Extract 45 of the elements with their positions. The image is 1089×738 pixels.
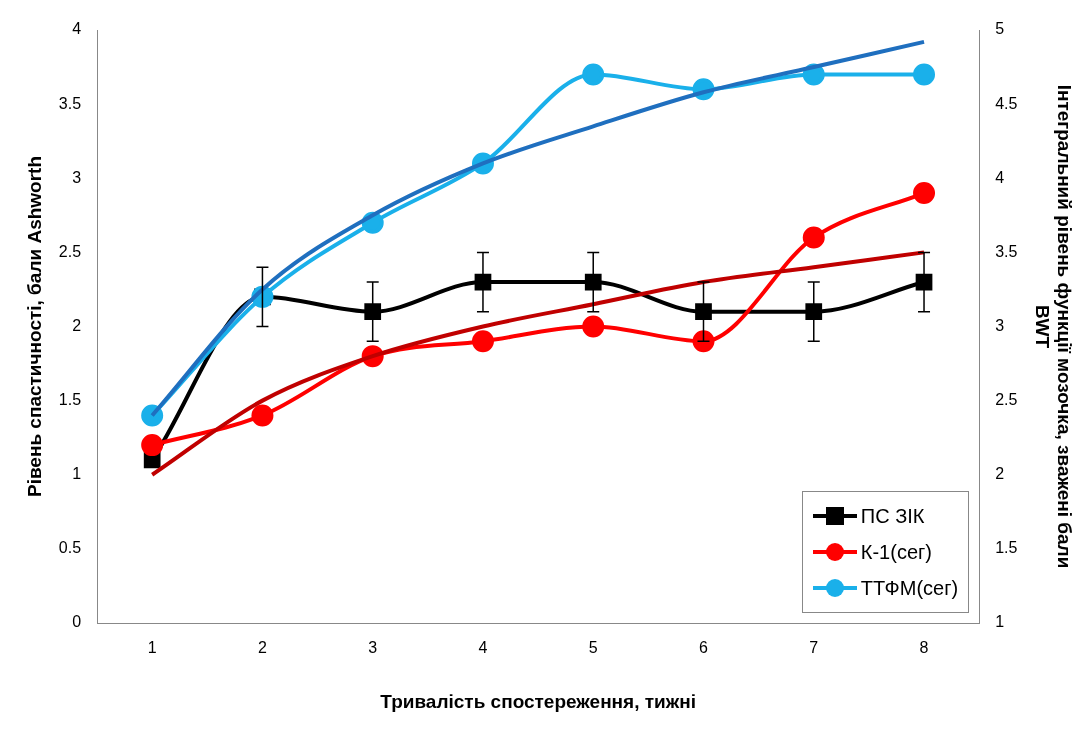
y2-tick-label: 3.5 (995, 242, 1018, 260)
x-tick-label: 1 (147, 639, 157, 657)
x-tick-label: 8 (919, 639, 929, 657)
y-tick-label: 2.5 (58, 242, 82, 260)
x-tick-label: 3 (368, 639, 378, 657)
y2-tick-label: 4 (995, 168, 1005, 186)
y2-tick-label: 1.5 (995, 539, 1018, 557)
y-tick-label: 1.5 (58, 391, 82, 409)
x-tick-label: 5 (588, 639, 598, 657)
legend-label: ТТФМ(сег) (860, 576, 959, 600)
point (913, 182, 936, 205)
x-tick-label: 4 (478, 639, 488, 657)
x-axis-title: Тривалість спостереження, тижні (380, 690, 696, 712)
y2-tick-label: 2.5 (995, 391, 1018, 409)
y-tick-label: 3.5 (58, 94, 82, 112)
legend-label: К-1(сег) (860, 540, 932, 564)
point (582, 315, 605, 338)
point (584, 273, 602, 291)
point (471, 330, 494, 353)
point (695, 303, 712, 321)
y2-tick-label: 3 (995, 316, 1005, 334)
x-tick-label: 2 (257, 639, 267, 657)
y-tick-label: 0.5 (58, 539, 82, 557)
y-tick-label: 1 (72, 465, 82, 483)
y2-tick-label: 1 (995, 613, 1005, 631)
y-tick-label: 0 (72, 613, 82, 631)
y-tick-label: 2 (72, 316, 82, 334)
x-tick-label: 7 (809, 639, 819, 657)
point (251, 404, 274, 427)
point (802, 226, 825, 249)
point (805, 303, 823, 321)
point (364, 303, 382, 321)
point (582, 63, 605, 86)
point (692, 330, 715, 353)
y-tick-label: 4 (72, 20, 82, 38)
y2-tick-label: 2 (995, 465, 1005, 483)
y2-tick-label: 4.5 (995, 94, 1018, 112)
point (141, 434, 164, 457)
legend-label: ПС ЗІК (860, 504, 925, 528)
x-tick-label: 6 (699, 639, 709, 657)
y2-axis-title: Інтегральний рівень функції мозочка, зважені бали BWT (1031, 84, 1076, 569)
y-tick-label: 3 (72, 168, 82, 186)
point (913, 63, 936, 86)
y-axis-title: Рівень спастичності, бали Ashworth (23, 155, 45, 498)
y2-tick-label: 5 (995, 20, 1005, 38)
